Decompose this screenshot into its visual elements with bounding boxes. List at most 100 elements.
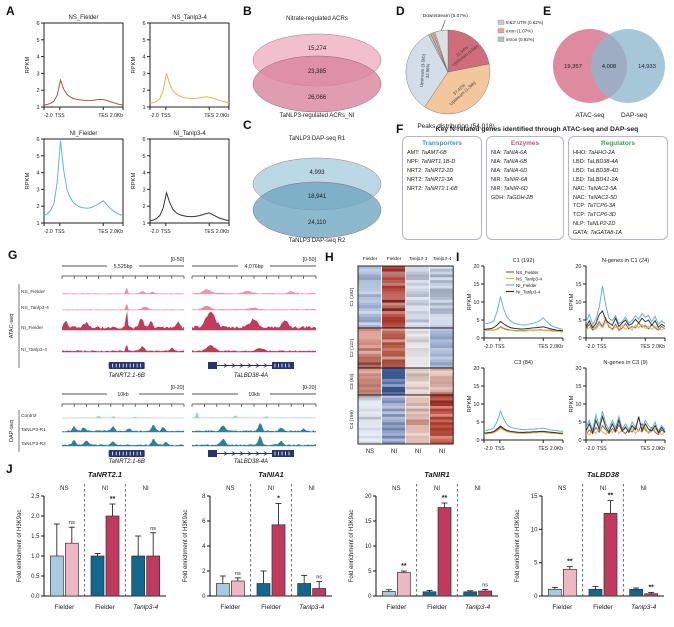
svg-text:TaLBD38-4A: TaLBD38-4A <box>234 373 268 379</box>
svg-text:Tanlp3-4: Tanlp3-4 <box>631 604 656 611</box>
svg-text:2.0Kb: 2.0Kb <box>110 229 123 235</box>
svg-text:*: * <box>277 496 280 503</box>
svg-text:Fold enrichment of H3K9ac: Fold enrichment of H3K9ac <box>183 510 189 583</box>
panel-a-metaprofile-ns_fielder: NS_Fielder 1 2 3 4 5 6 RPKM -2.0 TSS TES 2.0Kb <box>25 15 124 119</box>
svg-text:TaLBD38-4A: TaLBD38-4A <box>234 459 268 465</box>
svg-text:DAP-seq: DAP-seq <box>621 112 647 119</box>
svg-text:NI_Fielder: NI_Fielder <box>21 325 44 331</box>
gene-list-item: NLP: TaNLP2-2D <box>573 221 616 228</box>
svg-text:N-genes in C1 (24): N-genes in C1 (24) <box>602 258 649 264</box>
svg-text:NI: NI <box>600 486 606 492</box>
svg-text:Fielder: Fielder <box>552 604 573 611</box>
panel-f-gene-table: Key N-related genes identified through A… <box>402 126 672 240</box>
gene-list-item: GDH: TaGDH-2B <box>491 194 533 201</box>
gene-list-item: NAC: TaNAC2-5D <box>573 194 618 201</box>
svg-text:NI: NI <box>415 449 421 455</box>
svg-text:TSS: TSS <box>597 446 607 452</box>
svg-text:15: 15 <box>365 519 372 525</box>
svg-text:2.0Kb: 2.0Kb <box>550 344 563 350</box>
svg-text:TaNLP3 DAP-seq R1: TaNLP3 DAP-seq R1 <box>289 136 346 142</box>
svg-text:0: 0 <box>578 336 581 342</box>
svg-text:Fielder: Fielder <box>95 604 116 611</box>
panel-i-profile-3: C3 (84) 0 5 10 15 20 RPKM -2.0 TSS TES 2.0Kb <box>467 360 564 452</box>
svg-text:4: 4 <box>36 171 39 177</box>
gene-list-item: NAC: TaNAC2-5A <box>573 185 617 192</box>
svg-text:5: 5 <box>368 569 372 575</box>
gene-list-item: NIA: TaNIA-6B <box>491 158 527 165</box>
panel-j-barchart-talbd38: TaLBD38 0 5 10 15 Fold enrichment of H3K9ac NS… <box>515 470 664 611</box>
svg-text:TES: TES <box>640 344 650 350</box>
svg-text:Fielder: Fielder <box>387 256 402 262</box>
svg-text:[0-50]: [0-50] <box>303 257 317 263</box>
svg-text:5: 5 <box>578 420 581 426</box>
svg-text:DAP-seq: DAP-seq <box>9 420 15 442</box>
panel-g-genome-browser: ATAC-seq 5,525bp [0-50] TaNRT2.1-6B 4,076bp [… <box>9 257 317 465</box>
gene-list-item: GATA: TaGATA8-1A <box>573 230 622 237</box>
svg-text:TaNRT2.1-6B: TaNRT2.1-6B <box>108 459 144 465</box>
svg-text:ns: ns <box>235 571 241 577</box>
svg-text:C3 (84): C3 (84) <box>349 373 355 389</box>
svg-text:Downstream (5.07%): Downstream (5.07%) <box>423 13 468 19</box>
svg-text:14,933: 14,933 <box>638 64 656 70</box>
svg-text:TSS: TSS <box>55 113 65 119</box>
svg-text:TES: TES <box>98 229 108 235</box>
svg-text:Control: Control <box>21 413 36 419</box>
svg-text:5: 5 <box>476 420 479 426</box>
svg-text:intron (0.92%): intron (0.92%) <box>506 37 535 42</box>
svg-text:26,066: 26,066 <box>308 95 327 101</box>
gene-list-item: TCP: TaTCP6-3D <box>573 212 616 219</box>
svg-text:TaLBD38: TaLBD38 <box>587 470 620 479</box>
svg-text:15: 15 <box>473 282 479 288</box>
svg-text:5: 5 <box>142 38 145 44</box>
svg-text:NS_Tanlp3-4: NS_Tanlp3-4 <box>21 305 49 311</box>
panel-j-barchart-tanir1: TaNIR1 0 5 10 15 20 Fold enrichment of H3K9ac N… <box>349 470 498 611</box>
gene-list-item: NRT2: TaNRT2.1-6B <box>407 185 458 192</box>
svg-text:-2.0: -2.0 <box>586 344 595 350</box>
svg-text:2.0: 2.0 <box>31 514 40 520</box>
panel-j-barchart-tania1: TaNIA1 0 2 4 6 8 Fold enrichment of H3K9ac NS Fi… <box>183 470 332 611</box>
svg-text:2.5: 2.5 <box>31 494 40 500</box>
svg-text:TaNRT2.1-6B: TaNRT2.1-6B <box>108 373 144 379</box>
svg-text:2: 2 <box>202 569 206 575</box>
svg-text:2: 2 <box>142 204 145 210</box>
svg-text:TaNLP3 DAP-seq R2: TaNLP3 DAP-seq R2 <box>289 238 346 244</box>
svg-text:N-genes in C3 (9): N-genes in C3 (9) <box>603 360 647 366</box>
svg-text:3: 3 <box>36 71 39 77</box>
panel-a-label: A <box>6 4 15 18</box>
svg-text:Tanlp3-3: Tanlp3-3 <box>409 256 428 262</box>
svg-text:3: 3 <box>142 71 145 77</box>
panel-a-metaprofile-ns_tanlp3-4: NS_Tanlp3-4 1 2 3 4 5 6 RPKM -2.0 TSS TES 2.0Kb <box>131 15 230 119</box>
svg-text:10: 10 <box>575 300 581 306</box>
gene-column-header: Transporters <box>422 140 462 147</box>
svg-text:4,076bp: 4,076bp <box>245 264 264 270</box>
svg-text:-2.0: -2.0 <box>44 229 53 235</box>
svg-text:Fielder: Fielder <box>427 604 448 611</box>
panel-e-venn-atac-dap: 19,357 4,008 14,933 ATAC-seq DAP-seq <box>553 29 665 119</box>
svg-text:20: 20 <box>575 264 581 270</box>
svg-text:NI: NI <box>439 449 445 455</box>
panel-i-label: I <box>456 250 460 264</box>
panel-a-metaprofile-ni_tanlp3-4: NI_Tanlp3-4 1 2 3 4 5 6 RPKM -2.0 TSS TES 2.0Kb <box>131 131 230 235</box>
svg-text:Fielder: Fielder <box>363 256 378 262</box>
svg-text:0.5: 0.5 <box>31 574 40 580</box>
gene-list-item: LBD: TaLBD38-4D <box>573 167 619 174</box>
panel-h-label: H <box>325 250 334 264</box>
svg-text:0: 0 <box>578 438 581 444</box>
svg-text:ns: ns <box>150 526 156 532</box>
gene-table-column-enzymes: Enzymes NIA: TaNIA-6A NIA: TaNIA-6B NIA: Ta… <box>486 136 564 240</box>
svg-text:TaNIR1: TaNIR1 <box>424 470 450 479</box>
panel-f-label: F <box>396 122 404 136</box>
svg-text:**: ** <box>401 563 407 570</box>
svg-text:Fielder: Fielder <box>593 604 614 611</box>
svg-text:5: 5 <box>36 154 39 160</box>
svg-text:NS_Fielder: NS_Fielder <box>21 289 45 295</box>
svg-text:NS_Fielder: NS_Fielder <box>68 15 98 21</box>
svg-text:-2.0: -2.0 <box>484 446 493 452</box>
gene-list-item: NIR: TaNIR-6A <box>491 176 528 183</box>
svg-text:4,993: 4,993 <box>309 170 325 176</box>
svg-text:8: 8 <box>202 494 206 500</box>
svg-text:Nitrate-regulated ACRs: Nitrate-regulated ACRs <box>286 16 348 22</box>
svg-text:RPKM: RPKM <box>569 395 575 412</box>
svg-text:C1 (192): C1 (192) <box>513 258 535 264</box>
